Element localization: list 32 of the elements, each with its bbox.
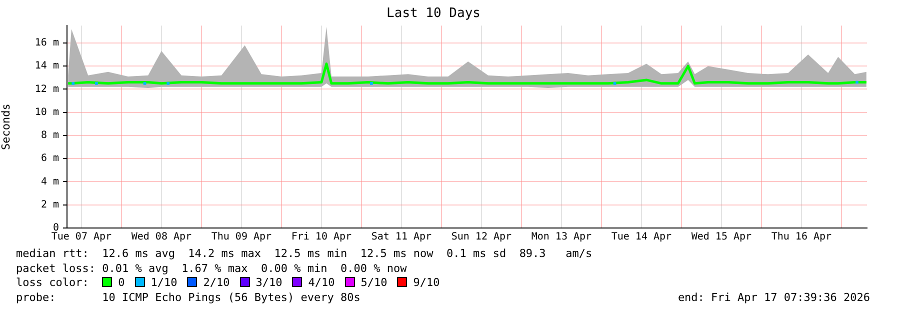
x-tick-label: Thu 16 Apr — [771, 232, 832, 243]
legend-label: 5/10 — [360, 276, 388, 289]
chart-title: Last 10 Days — [386, 6, 480, 22]
y-tick-label: 6 m — [40, 153, 59, 164]
y-tick-label: 12 m — [34, 84, 59, 95]
text: probe: 10 ICMP Echo Pings (56 Bytes) every 80s — [16, 290, 360, 304]
x-tick-label: Mon 13 Apr — [531, 232, 592, 243]
legend-title: loss color: — [16, 276, 89, 289]
x-tick-label: Tue 07 Apr — [51, 232, 112, 243]
legend-label: 1/10 — [150, 276, 178, 289]
x-tick-label: Thu 09 Apr — [211, 232, 272, 243]
x-tick-label: Wed 15 Apr — [691, 232, 752, 243]
legend-label: 3/10 — [254, 276, 282, 289]
x-tick-label: Sun 12 Apr — [451, 232, 512, 243]
x-tick-label: Sat 11 Apr — [371, 232, 432, 243]
legend-label: 2/10 — [202, 276, 230, 289]
legend-label: 0 — [117, 276, 125, 289]
y-tick-label: 14 m — [34, 60, 59, 72]
y-tick-label: 16 m — [34, 38, 59, 49]
y-axis-title: Seconds — [0, 104, 12, 150]
text: median rtt: 12.6 ms avg 14.2 ms max 12.5 ms min 12.5 ms now 0.1 ms sd 89.3 am/s — [16, 247, 594, 262]
x-tick-label: Tue 14 Apr — [611, 232, 672, 243]
text: end: Fri Apr 17 07:39:36 2026 — [678, 290, 870, 305]
legend-label: 9/10 — [412, 276, 440, 289]
x-tick-label: Fri 10 Apr — [291, 232, 352, 243]
y-tick-label: 2 m — [40, 199, 59, 210]
x-tick-label: Wed 08 Apr — [131, 232, 192, 243]
y-tick-label: 4 m — [40, 176, 59, 188]
y-tick-label: 8 m — [40, 130, 59, 142]
y-tick-label: 10 m — [34, 106, 59, 118]
legend-label: 4/10 — [307, 276, 335, 289]
text: packet loss: 0.01 % avg 1.67 % max 0.00 % min 0.00 % now — [16, 262, 408, 276]
